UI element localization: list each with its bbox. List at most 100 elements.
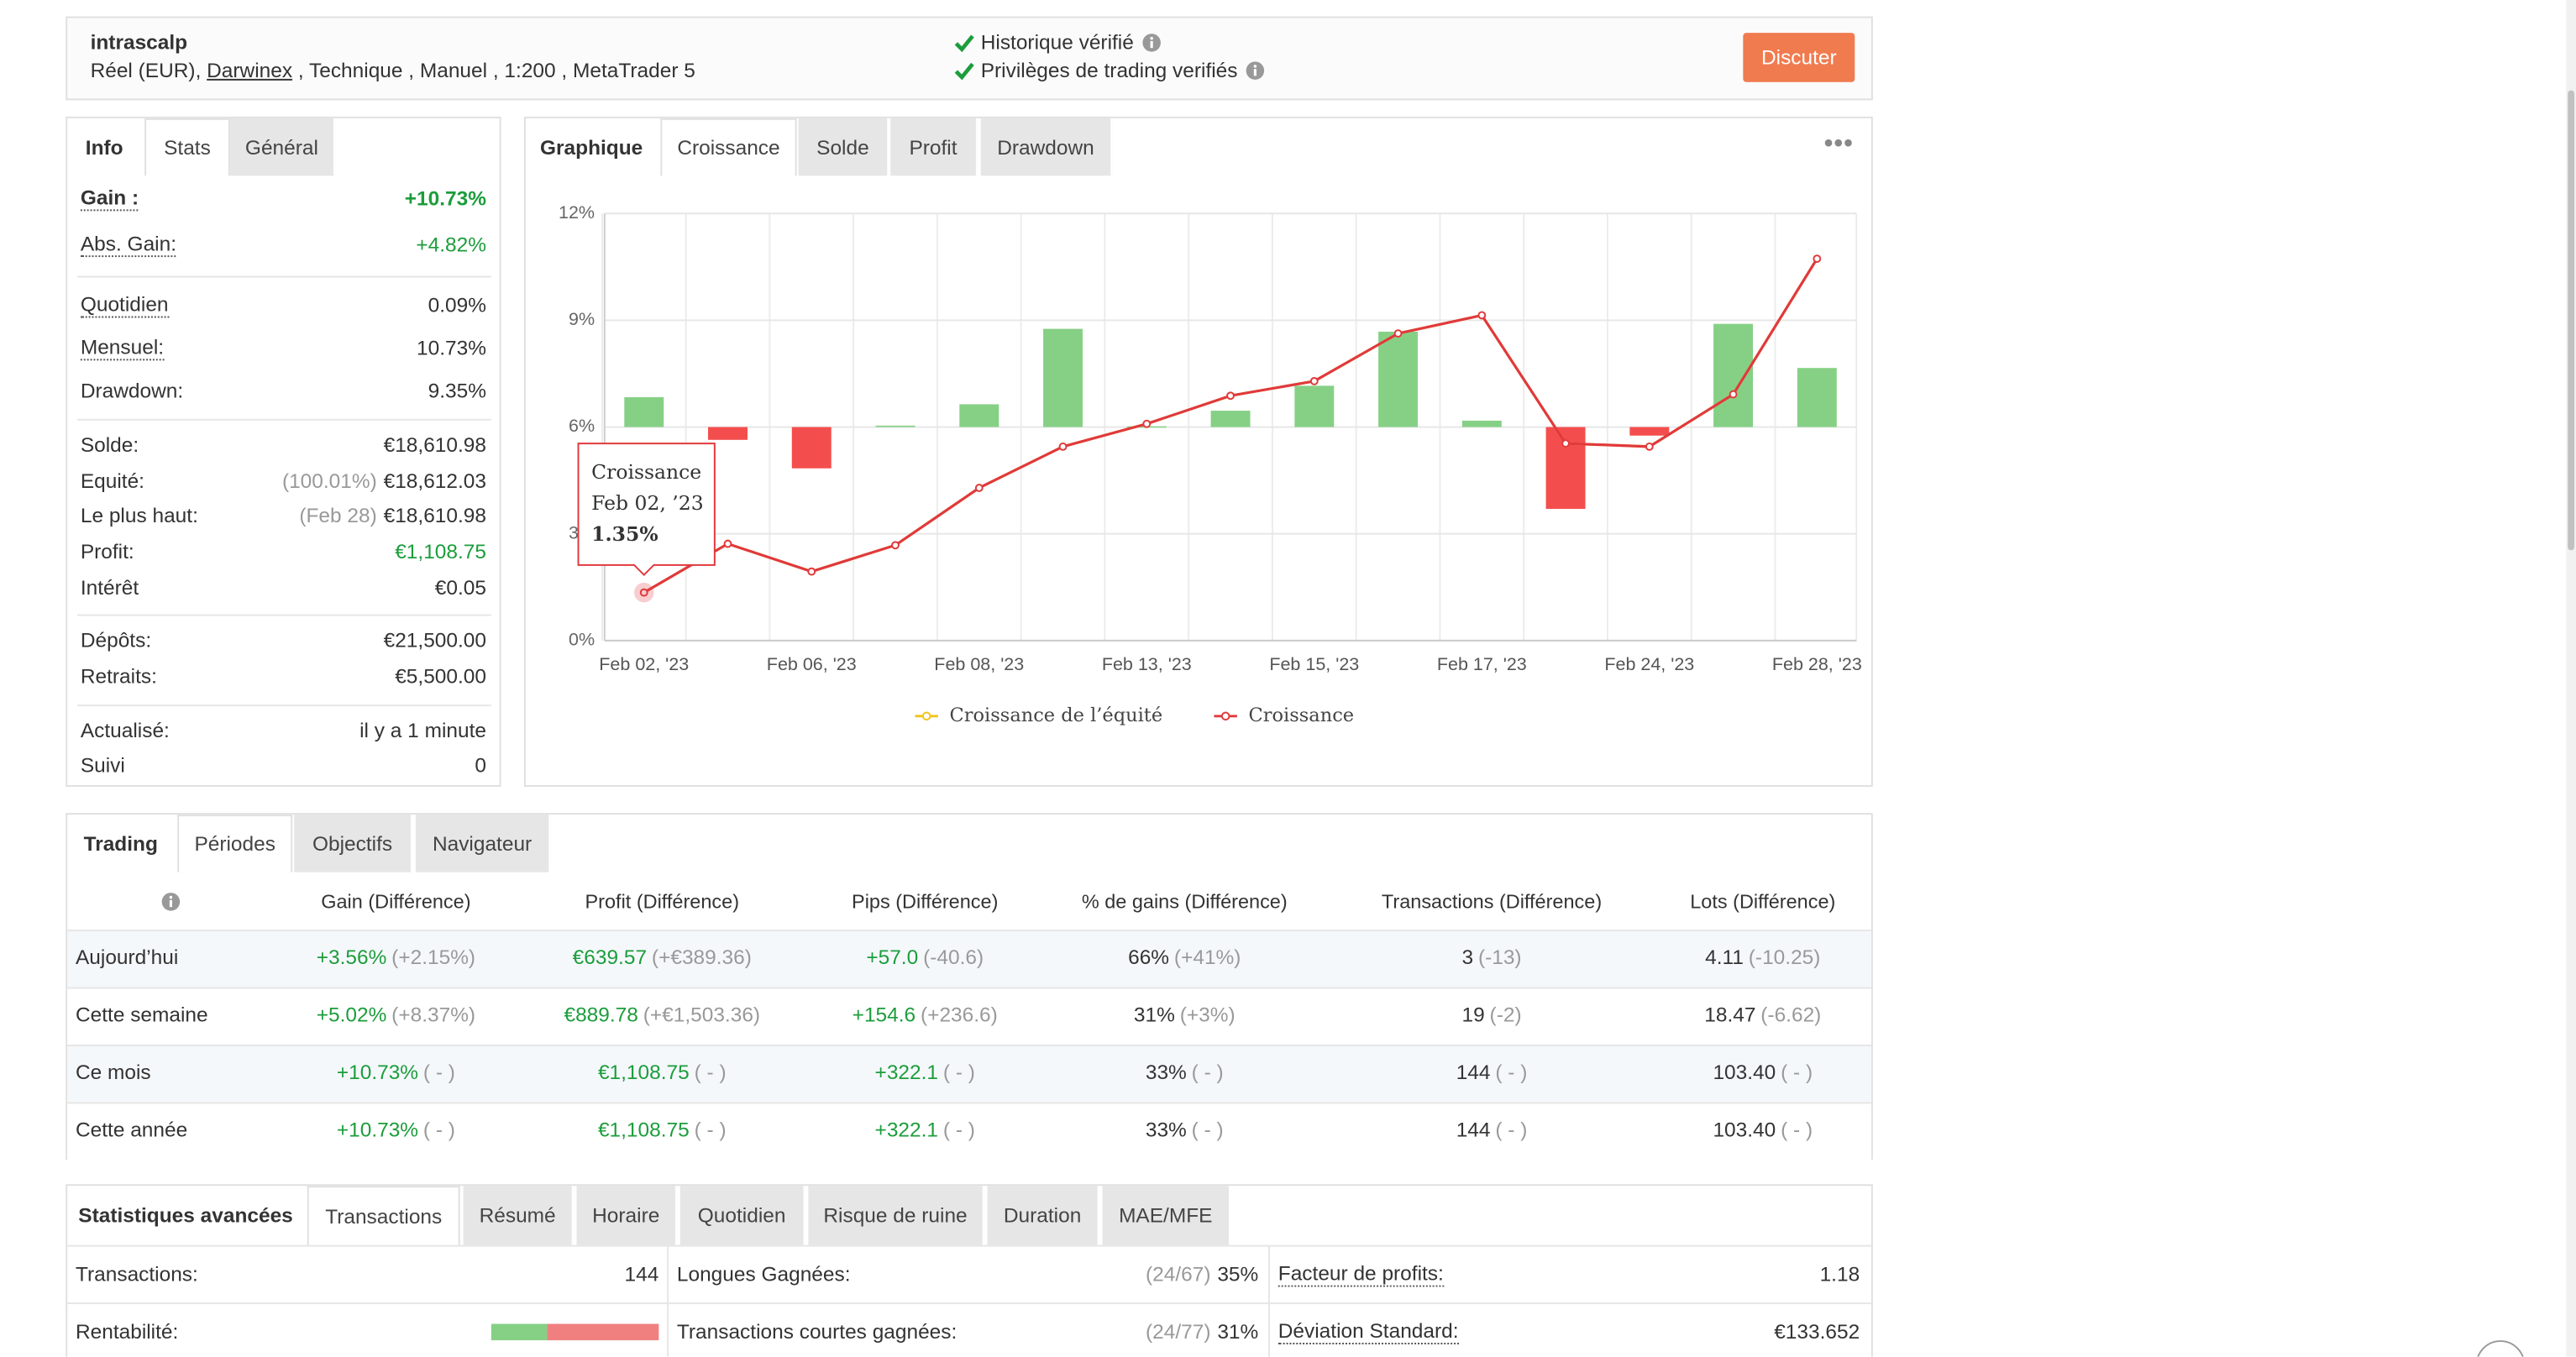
stat-label: Le plus haut: [80, 504, 198, 527]
stat-value: €21,500.00 [383, 629, 486, 652]
row-label: Aujourd’hui [75, 946, 179, 970]
cell-diff: (-40.6) [923, 946, 984, 970]
info-icon [161, 893, 181, 911]
tab[interactable]: Drawdown [980, 118, 1113, 176]
tab[interactable]: Duration [987, 1186, 1099, 1245]
legend-marker [1220, 711, 1230, 721]
tab[interactable]: Navigateur [415, 815, 551, 872]
point [1058, 442, 1068, 451]
tab[interactable]: Solde [798, 118, 889, 176]
tab[interactable]: MAE/MFE [1102, 1186, 1231, 1245]
tooltip-title: Croissance [591, 460, 701, 484]
cell-value: 33% [1145, 1061, 1187, 1084]
cell-diff: (+3%) [1179, 1003, 1236, 1027]
tab[interactable]: Quotidien [679, 1186, 805, 1245]
tab[interactable]: Horaire [576, 1186, 677, 1245]
stat-label: Intérêt [80, 576, 139, 600]
stat-value-box: 1.18 [1820, 1263, 1860, 1286]
y-tick-label: 9% [569, 309, 595, 329]
cell-diff: ( - ) [694, 1061, 727, 1084]
cell-diff: (+2.15%) [391, 946, 476, 970]
separator [76, 614, 491, 616]
scroll-top-button[interactable] [2475, 1340, 2526, 1357]
point [1309, 376, 1319, 385]
cell-diff: ( - ) [1781, 1119, 1813, 1142]
stat-label: Quotidien [80, 293, 169, 318]
tab[interactable]: Général [229, 118, 336, 176]
point [1393, 329, 1403, 338]
bar [1461, 420, 1502, 427]
point [807, 567, 816, 576]
cell-diff: ( - ) [1495, 1061, 1528, 1084]
tab[interactable]: Stats [144, 118, 230, 176]
stat-value-box: €1,108.75 [395, 541, 486, 563]
table-row [67, 987, 1871, 1046]
tab[interactable]: Résumé [463, 1186, 574, 1245]
stat-label: Profit: [80, 540, 134, 563]
stat-label: Longues Gagnées: [676, 1263, 851, 1286]
profitability-loss [546, 1323, 659, 1341]
column-divider [667, 1244, 669, 1303]
y-tick-label: 0% [569, 630, 595, 650]
tab[interactable]: Objectifs [294, 815, 412, 872]
legend-label: Croissance de l’équité [950, 705, 1163, 726]
stats-panel: Info Stats Général Gain : +10.73% Abs. Gain: +… [66, 116, 501, 787]
tab[interactable]: Profit [890, 118, 978, 176]
column-header: % de gains (Différence) [1081, 890, 1288, 914]
cell-diff: ( - ) [1191, 1061, 1224, 1084]
cell-value: €1,108.75 [597, 1061, 690, 1084]
account-name: intrascalp [90, 31, 188, 55]
x-tick-label: Feb 17, '23 [1437, 654, 1527, 674]
cell: 19 (-2) [1461, 1003, 1521, 1026]
tab[interactable]: Transactions [307, 1186, 460, 1245]
stat-label: Abs. Gain: [80, 232, 177, 258]
broker-link[interactable]: Darwinex [207, 59, 293, 82]
stat-value-box: (100.01%) €18,612.03 [282, 469, 486, 492]
stat-value-box: +10.73% [405, 187, 486, 210]
cell-value: 103.40 [1713, 1119, 1776, 1142]
point [974, 484, 984, 492]
cell-value: 103.40 [1713, 1061, 1776, 1084]
x-tick-label: Feb 28, '23 [1772, 654, 1862, 674]
bar [1043, 328, 1083, 427]
stat-value-box: (Feb 28) €18,610.98 [299, 504, 486, 527]
point [1729, 390, 1738, 399]
menu-dot [1824, 139, 1833, 147]
stat-value-box: €18,610.98 [384, 433, 486, 456]
bar [791, 427, 832, 469]
x-tick-label: Feb 08, '23 [934, 654, 1024, 674]
cell-diff: ( - ) [942, 1061, 975, 1084]
info-icon [1142, 34, 1161, 52]
cell: €1,108.75( - ) [598, 1061, 727, 1084]
account-details: Réel (EUR), Darwinex , Technique , Manue… [91, 59, 695, 81]
cell: +10.73%( - ) [337, 1061, 455, 1084]
cell-diff: ( - ) [422, 1119, 455, 1142]
stat-value: 1.18 [1819, 1263, 1860, 1286]
cell-diff: ( - ) [1191, 1119, 1224, 1142]
point [723, 539, 732, 548]
trading-panel: Trading Périodes Objectifs Navigateur Gain (… [66, 813, 1873, 1161]
tab[interactable]: Croissance [660, 118, 797, 176]
x-tick-label: Feb 02, '23 [599, 654, 689, 674]
info-stem [169, 899, 172, 908]
cell-diff: (+€389.36) [651, 946, 752, 970]
separator [76, 275, 491, 278]
hover-halo [634, 582, 654, 603]
legend-marker [921, 711, 931, 721]
more-menu[interactable] [1823, 136, 1853, 149]
cell: €889.78 (+€1,503.36) [564, 1003, 760, 1026]
panel-title: Graphique [526, 118, 659, 176]
legend-label: Croissance [1249, 705, 1355, 726]
tab[interactable]: Périodes [177, 815, 293, 872]
cell: +57.0 (-40.6) [866, 946, 984, 969]
info-stem [1150, 40, 1153, 49]
scrollbar-thumb[interactable] [2568, 90, 2575, 551]
discuss-button[interactable]: Discuter [1743, 33, 1855, 82]
cell-diff: ( - ) [422, 1061, 455, 1084]
cell-value: +10.73% [336, 1119, 419, 1142]
stat-value-box: +4.82% [416, 233, 486, 256]
tooltip: Croissance Feb 02, ’23 1.35% [577, 443, 716, 603]
tab[interactable]: Risque de ruine [808, 1186, 984, 1245]
chart-panel: Graphique Croissance Solde Profit Drawdown 0%… [523, 116, 1873, 787]
